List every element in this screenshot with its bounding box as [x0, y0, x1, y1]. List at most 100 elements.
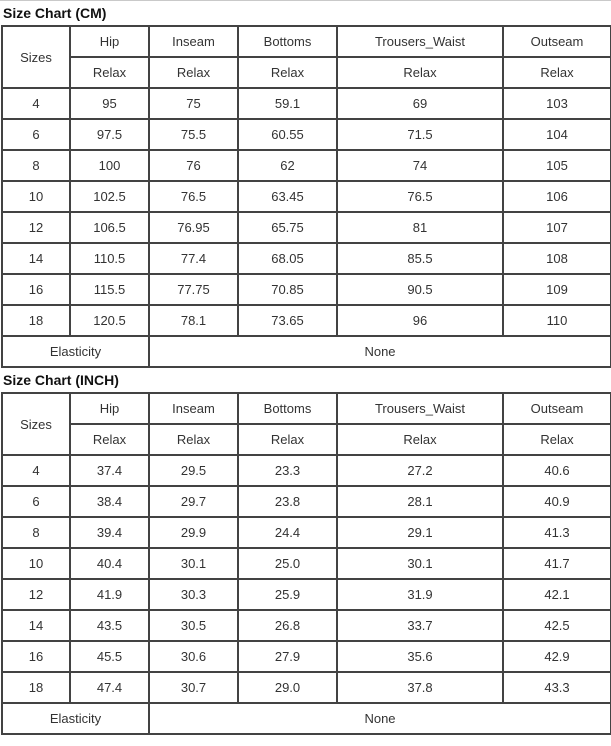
measurement-cell: 109: [502, 273, 611, 306]
relax-subheader-cell: Relax: [336, 423, 504, 456]
measurement-cell: 30.6: [148, 640, 239, 673]
size-chart-inch-table: Sizes Hip Inseam Bottoms Trousers_Waist Outse…: [1, 392, 611, 735]
size-chart-inch-title: Size Chart (INCH): [3, 372, 119, 388]
measurement-cell: 38.4: [69, 485, 150, 518]
measurement-cell: 29.1: [336, 516, 504, 549]
measurement-cell: 26.8: [237, 609, 338, 642]
measurement-cell: 40.6: [502, 454, 611, 487]
relax-subheader-cell: Relax: [336, 56, 504, 89]
measurement-cell: 104: [502, 118, 611, 151]
relax-subheader-cell: Relax: [502, 56, 611, 89]
relax-subheader-cell: Relax: [69, 423, 150, 456]
measurement-cell: 96: [336, 304, 504, 337]
size-cell: 6: [1, 485, 71, 518]
measurement-cell: 115.5: [69, 273, 150, 306]
subheader-row: Relax Relax Relax Relax Relax: [2, 56, 611, 89]
relax-subheader-cell: Relax: [148, 56, 239, 89]
measurement-cell: 45.5: [69, 640, 150, 673]
measurement-cell: 120.5: [69, 304, 150, 337]
measurement-cell: 106: [502, 180, 611, 213]
measurement-cell: 69: [336, 87, 504, 120]
size-cell: 14: [1, 609, 71, 642]
measurement-cell: 108: [502, 242, 611, 275]
size-chart-inch-section: Size Chart (INCH) Sizes Hip Inseam Bottoms T…: [0, 368, 611, 735]
measurement-cell: 110: [502, 304, 611, 337]
table-row: 4 37.4 29.5 23.3 27.2 40.6: [1, 454, 611, 487]
size-cell: 8: [1, 149, 71, 182]
size-cell: 4: [1, 87, 71, 120]
measurement-cell: 47.4: [69, 671, 150, 704]
size-cell: 16: [1, 273, 71, 306]
measurement-cell: 29.5: [148, 454, 239, 487]
measurement-cell: 97.5: [69, 118, 150, 151]
table-row: 18 120.5 78.1 73.65 96 110: [1, 304, 611, 337]
measurement-cell: 105: [502, 149, 611, 182]
size-cell: 10: [1, 547, 71, 580]
table-row: 12 106.5 76.95 65.75 81 107: [1, 211, 611, 244]
size-chart-cm-body: Sizes Hip Inseam Bottoms Trousers_Waist Outse…: [1, 25, 611, 368]
table-row: 10 102.5 76.5 63.45 76.5 106: [1, 180, 611, 213]
measurement-cell: 103: [502, 87, 611, 120]
measurement-cell: 85.5: [336, 242, 504, 275]
size-cell: 14: [1, 242, 71, 275]
measurement-cell: 30.5: [148, 609, 239, 642]
measurement-cell: 76.95: [148, 211, 239, 244]
column-header-cell: Bottoms: [237, 25, 338, 58]
table-row: 10 40.4 30.1 25.0 30.1 41.7: [1, 547, 611, 580]
size-cell: 18: [1, 671, 71, 704]
size-cell: 12: [1, 211, 71, 244]
table-row: 16 45.5 30.6 27.9 35.6 42.9: [1, 640, 611, 673]
relax-subheader-cell: Relax: [69, 56, 150, 89]
size-cell: 18: [1, 304, 71, 337]
measurement-cell: 41.9: [69, 578, 150, 611]
measurement-cell: 77.75: [148, 273, 239, 306]
table-row: 6 38.4 29.7 23.8 28.1 40.9: [1, 485, 611, 518]
header-row: Sizes Hip Inseam Bottoms Trousers_Waist Outse…: [1, 392, 611, 456]
column-header-cell: Inseam: [148, 25, 239, 58]
elasticity-row: Elasticity None: [1, 702, 611, 735]
measurement-cell: 71.5: [336, 118, 504, 151]
table-row: 18 47.4 30.7 29.0 37.8 43.3: [1, 671, 611, 704]
measurement-cell: 29.0: [237, 671, 338, 704]
measurement-cell: 70.85: [237, 273, 338, 306]
measurement-cell: 78.1: [148, 304, 239, 337]
size-chart-inch-body: Sizes Hip Inseam Bottoms Trousers_Waist Outse…: [1, 392, 611, 735]
column-header-cell: Trousers_Waist: [336, 25, 504, 58]
column-header-cell: Bottoms: [237, 392, 338, 425]
measurement-cell: 30.1: [336, 547, 504, 580]
measurement-cell: 33.7: [336, 609, 504, 642]
elasticity-label-cell: Elasticity: [1, 335, 150, 368]
size-cell: 10: [1, 180, 71, 213]
measurement-cell: 30.1: [148, 547, 239, 580]
measurement-cell: 60.55: [237, 118, 338, 151]
table-row: 16 115.5 77.75 70.85 90.5 109: [1, 273, 611, 306]
table-row: 6 97.5 75.5 60.55 71.5 104: [1, 118, 611, 151]
column-header-cell: Inseam: [148, 392, 239, 425]
measurement-cell: 25.9: [237, 578, 338, 611]
measurement-cell: 59.1: [237, 87, 338, 120]
relax-subheader-cell: Relax: [237, 423, 338, 456]
measurement-cell: 35.6: [336, 640, 504, 673]
measurement-cell: 74: [336, 149, 504, 182]
measurement-cell: 40.4: [69, 547, 150, 580]
measurement-cell: 42.9: [502, 640, 611, 673]
measurement-cell: 30.3: [148, 578, 239, 611]
measurement-cell: 107: [502, 211, 611, 244]
measurement-cell: 25.0: [237, 547, 338, 580]
measurement-cell: 28.1: [336, 485, 504, 518]
measurement-cell: 73.65: [237, 304, 338, 337]
column-header-cell: Outseam: [502, 25, 611, 58]
size-cell: 8: [1, 516, 71, 549]
column-header-cell: Hip: [69, 392, 150, 425]
column-header-cell: Trousers_Waist: [336, 392, 504, 425]
subheader-row: Relax Relax Relax Relax Relax: [2, 423, 611, 456]
table-row: 8 100 76 62 74 105: [1, 149, 611, 182]
header-row: Sizes Hip Inseam Bottoms Trousers_Waist Outse…: [1, 25, 611, 89]
measurement-cell: 81: [336, 211, 504, 244]
measurement-cell: 76.5: [148, 180, 239, 213]
sizes-header-cell: Sizes: [1, 25, 71, 89]
measurement-cell: 110.5: [69, 242, 150, 275]
measurement-cell: 24.4: [237, 516, 338, 549]
measurement-cell: 68.05: [237, 242, 338, 275]
elasticity-value-cell: None: [148, 335, 611, 368]
